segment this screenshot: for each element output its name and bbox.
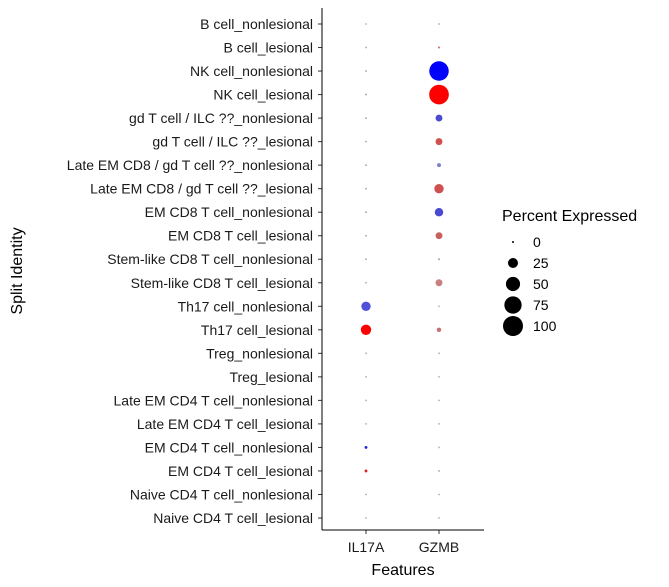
data-point — [365, 117, 367, 119]
data-point — [436, 327, 442, 333]
x-ticks — [365, 530, 440, 534]
legend-label: 75 — [533, 297, 549, 313]
y-tick-label: B cell_nonlesional — [200, 16, 313, 32]
data-point — [438, 352, 440, 355]
y-tick-label: gd T cell / ILC ??_nonlesional — [129, 110, 313, 126]
data-point — [434, 207, 444, 217]
data-point — [365, 375, 367, 378]
data-point — [438, 46, 440, 49]
y-tick-label: Late EM CD4 T cell_lesional — [137, 416, 313, 432]
y-tick-labels: B cell_nonlesional B cell_lesional NK cell… — [67, 16, 313, 526]
data-point — [438, 375, 440, 378]
y-axis-title: Split Identity — [9, 227, 26, 314]
legend-title: Percent Expressed — [502, 208, 637, 225]
x-tick-label: IL17A — [348, 539, 385, 555]
data-point — [435, 232, 443, 240]
y-tick-label: EM CD8 T cell_lesional — [168, 228, 313, 244]
data-point — [365, 164, 367, 167]
x-tick-label: GZMB — [419, 539, 459, 555]
data-point — [365, 493, 367, 496]
data-point — [361, 301, 371, 311]
y-tick-label: EM CD4 T cell_nonlesional — [145, 439, 313, 455]
legend-key — [508, 258, 518, 268]
legend-label: 0 — [533, 234, 541, 250]
data-point — [365, 399, 367, 402]
data-point — [438, 258, 440, 261]
data-point — [365, 234, 367, 237]
data-point — [438, 517, 440, 519]
data-point — [434, 183, 444, 194]
y-tick-label: EM CD8 T cell_nonlesional — [145, 204, 313, 220]
y-tick-label: Late EM CD8 / gd T cell ??_lesional — [90, 181, 313, 197]
y-tick-label: Treg_nonlesional — [206, 345, 313, 361]
data-point — [365, 258, 367, 261]
y-tick-label: Naive CD4 T cell_nonlesional — [130, 486, 313, 502]
data-point — [364, 469, 368, 473]
y-tick-label: Late EM CD4 T cell_nonlesional — [114, 392, 314, 408]
data-point — [438, 399, 440, 402]
data-point — [365, 140, 367, 143]
y-tick-label: B cell_lesional — [224, 40, 314, 56]
data-point — [365, 517, 367, 519]
data-point — [438, 493, 440, 496]
y-tick-label: Th17 cell_lesional — [201, 322, 313, 338]
y-tick-label: gd T cell / ILC ??_lesional — [152, 134, 313, 150]
data-point — [435, 279, 443, 287]
data-point — [360, 324, 372, 336]
data-point — [365, 187, 367, 190]
data-point — [365, 23, 367, 25]
y-tick-label: Stem-like CD8 T cell_nonlesional — [107, 251, 313, 267]
y-tick-label: Naive CD4 T cell_lesional — [153, 510, 313, 526]
data-point — [438, 446, 440, 449]
legend-label: 100 — [533, 318, 557, 334]
data-point — [429, 84, 449, 105]
data-points — [360, 23, 449, 519]
legend-key — [504, 296, 522, 314]
y-tick-label: Stem-like CD8 T cell_lesional — [131, 275, 313, 291]
data-point — [438, 423, 440, 425]
data-point — [437, 163, 441, 168]
y-tick-label: EM CD4 T cell_lesional — [168, 463, 313, 479]
size-legend: Percent Expressed 0 25 50 75 100 — [502, 208, 637, 336]
y-tick-label: Th17 cell_nonlesional — [178, 298, 313, 314]
legend-key — [503, 316, 523, 336]
legend-key — [505, 276, 521, 292]
y-tick-label: Treg_lesional — [229, 369, 313, 385]
data-point — [364, 446, 368, 449]
data-point — [365, 70, 367, 72]
data-point — [365, 46, 367, 49]
data-point — [429, 61, 449, 81]
data-point — [438, 470, 440, 472]
data-point — [365, 281, 367, 284]
data-point — [365, 352, 367, 355]
legend-items: 0 25 50 75 100 — [503, 234, 557, 336]
data-point — [438, 23, 440, 25]
y-tick-label: NK cell_nonlesional — [190, 63, 313, 79]
data-point — [438, 305, 440, 308]
y-tick-label: Late EM CD8 / gd T cell ??_nonlesional — [67, 157, 313, 173]
y-ticks — [318, 23, 322, 519]
data-point — [365, 93, 367, 96]
data-point — [365, 211, 367, 214]
legend-label: 25 — [533, 255, 549, 271]
legend-key — [512, 241, 514, 243]
data-point — [365, 423, 367, 425]
legend-label: 50 — [533, 276, 549, 292]
data-point — [435, 138, 443, 146]
x-tick-labels: IL17A GZMB — [348, 539, 460, 555]
y-tick-label: NK cell_lesional — [213, 87, 313, 103]
x-axis-title: Features — [371, 562, 434, 579]
data-point — [435, 114, 443, 122]
